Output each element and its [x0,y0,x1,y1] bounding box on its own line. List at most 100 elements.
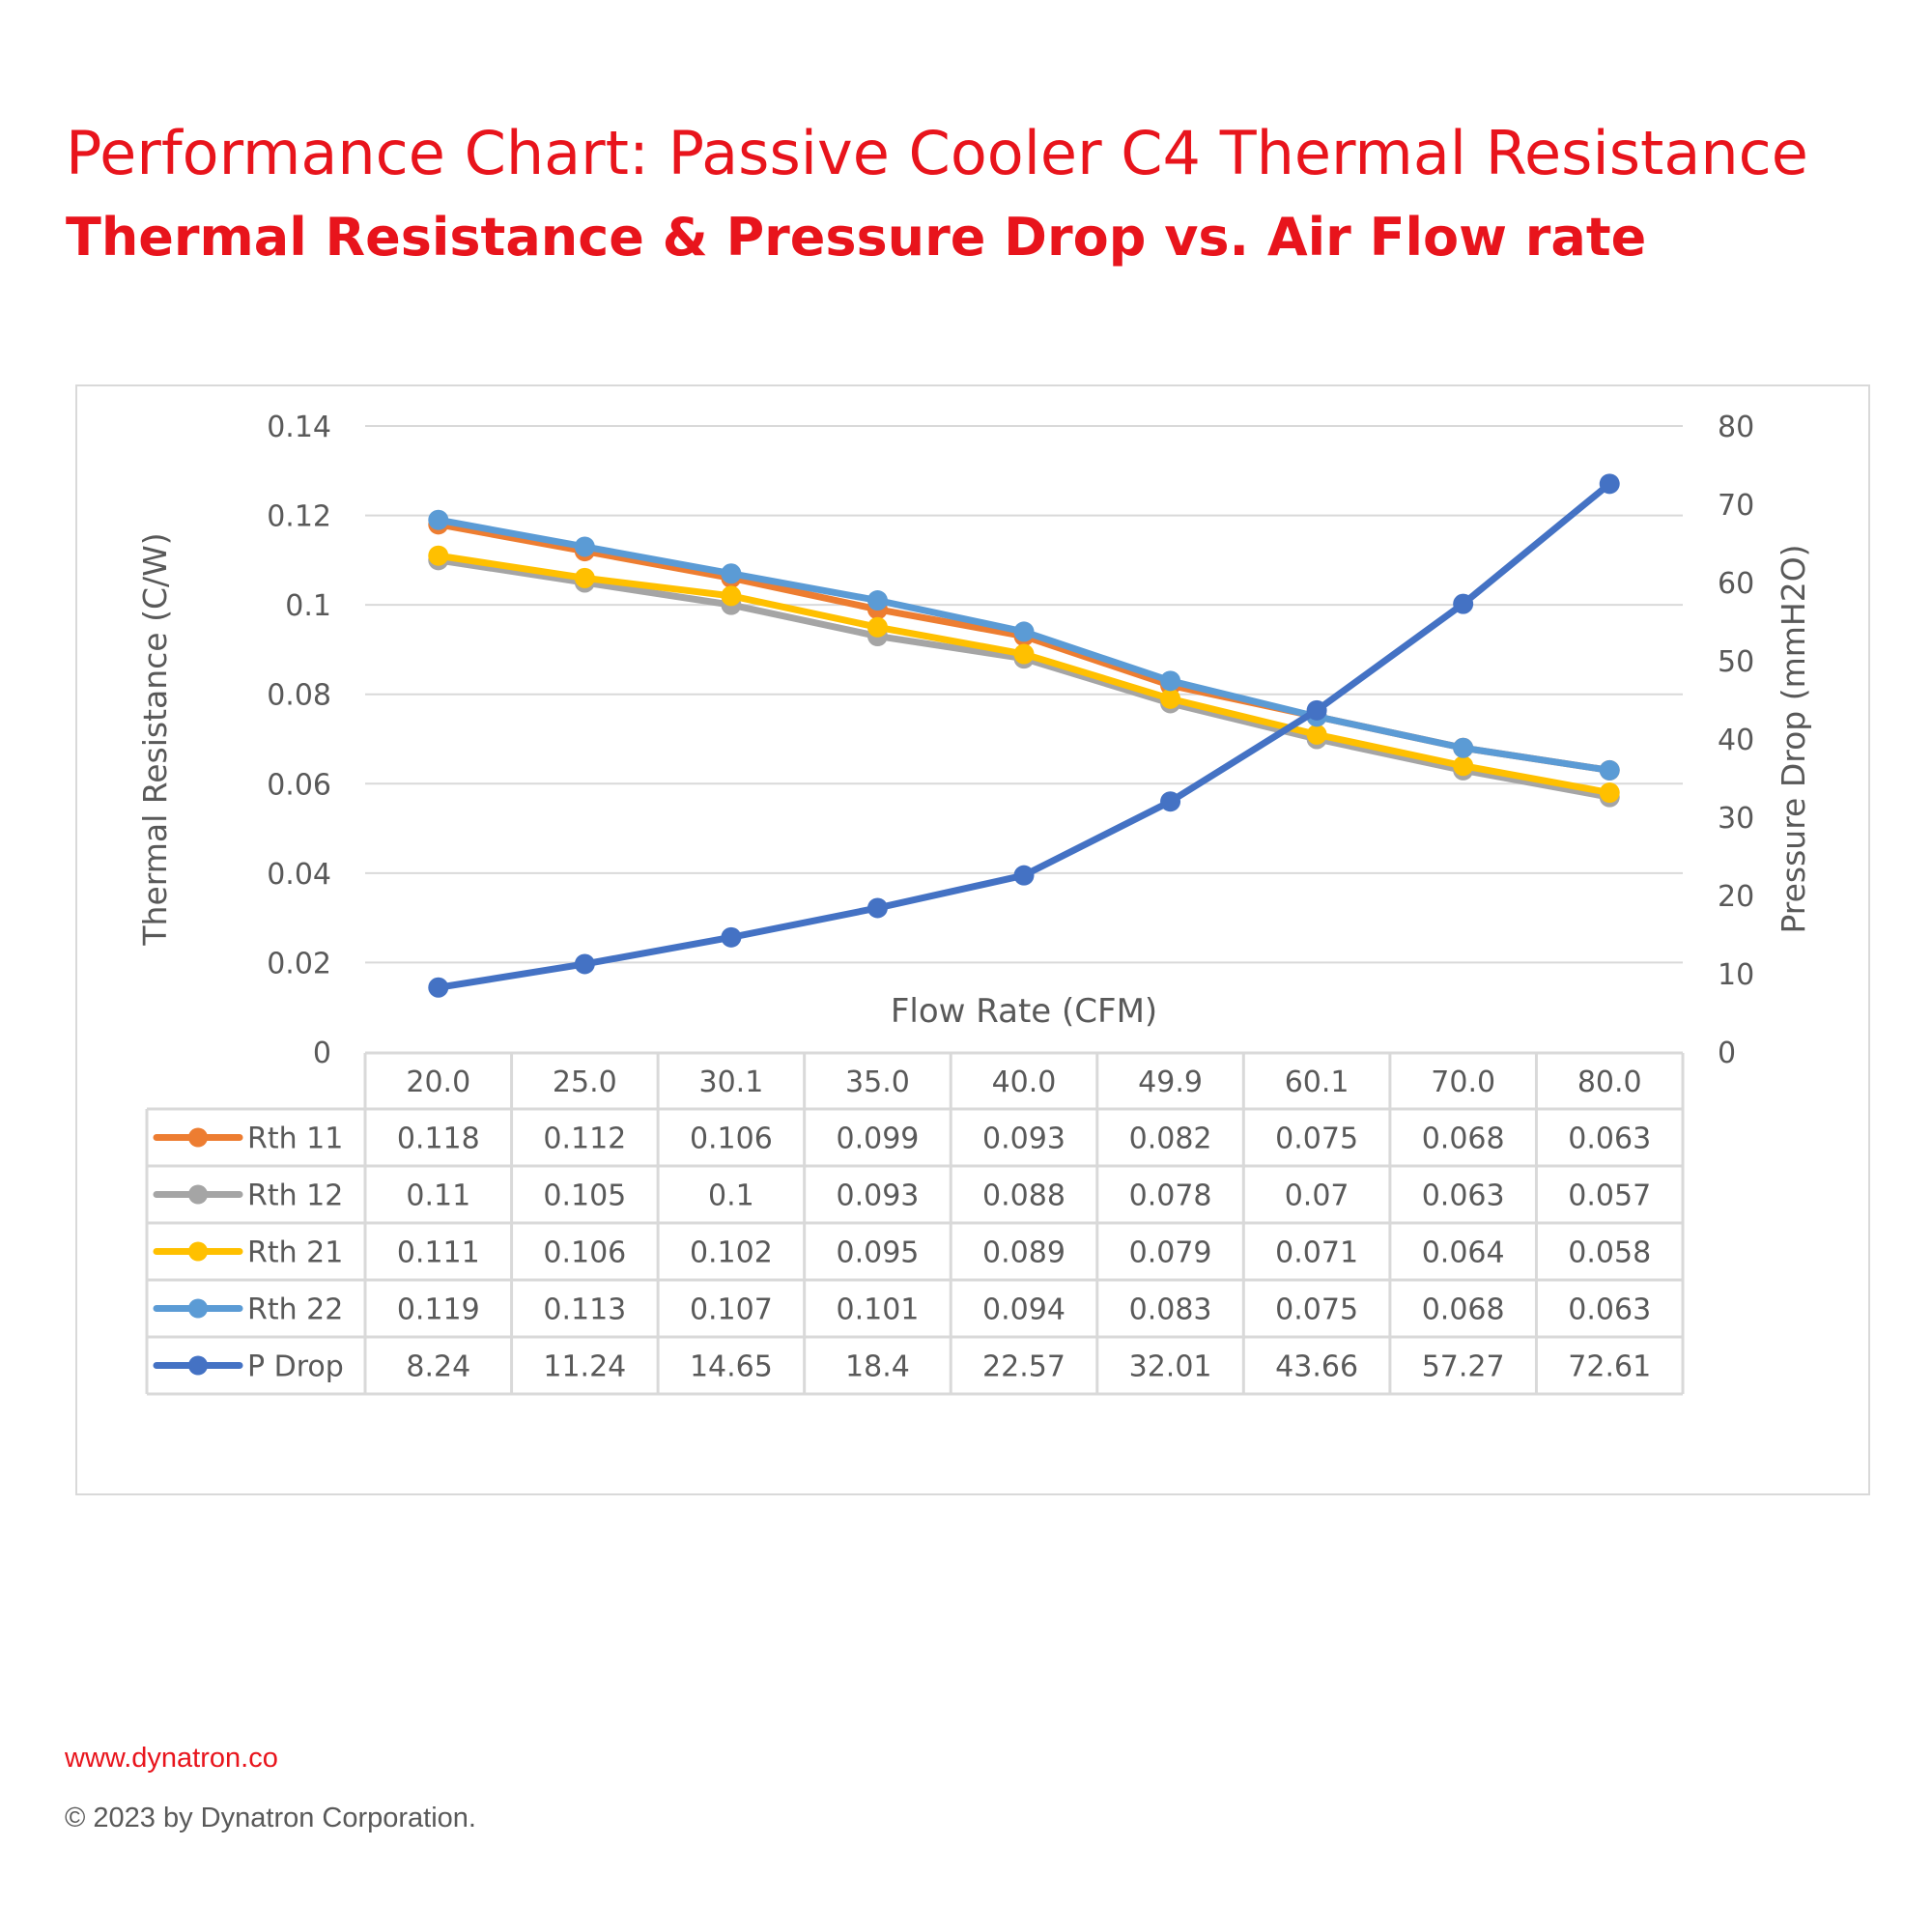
data-value-cell: 0.11 [406,1179,470,1213]
data-point [867,616,888,638]
x-category-label: 35.0 [845,1065,910,1099]
y-tick-label: 0.12 [267,500,331,534]
x-category-label: 40.0 [992,1065,1057,1099]
data-point [721,563,742,584]
data-point [1013,621,1035,642]
y-tick-label: 0.08 [267,679,331,713]
y-tick-label: 0.1 [285,589,331,623]
legend-marker [188,1184,208,1205]
data-point [1453,755,1474,777]
y2-tick-label: 10 [1718,958,1754,992]
data-value-cell: 0.082 [1129,1122,1212,1156]
page-title: Performance Chart: Passive Cooler C4 The… [66,118,1808,188]
data-value-cell: 0.102 [690,1236,773,1270]
y2-tick-label: 80 [1718,411,1754,444]
series-line [435,552,1613,797]
data-value-cell: 32.01 [1129,1350,1212,1384]
data-value-cell: 0.099 [836,1122,919,1156]
data-value-cell: 0.068 [1422,1293,1505,1327]
data-point [1453,737,1474,758]
website-link[interactable]: www.dynatron.co [65,1743,278,1774]
legend-marker [188,1355,208,1376]
data-value-cell: 0.089 [982,1236,1065,1270]
data-point [721,585,742,607]
data-value-cell: 0.078 [1129,1179,1212,1213]
y-tick-label: 0.14 [267,411,331,444]
data-value-cell: 0.071 [1275,1236,1358,1270]
y-tick-label: 0 [313,1037,331,1070]
data-point [1306,699,1327,721]
chart-area [75,384,1870,1495]
data-value-cell: 0.094 [982,1293,1065,1327]
y2-tick-label: 20 [1718,880,1754,914]
data-value-cell: 0.079 [1129,1236,1212,1270]
data-value-cell: 0.118 [397,1122,480,1156]
data-value-cell: 0.063 [1568,1122,1651,1156]
legend-label: P Drop [247,1350,344,1384]
data-value-cell: 0.088 [982,1179,1065,1213]
page-subtitle: Thermal Resistance & Pressure Drop vs. A… [66,207,1647,268]
copyright-text: © 2023 by Dynatron Corporation. [65,1803,476,1833]
y-tick-label: 0.04 [267,858,331,892]
data-value-cell: 0.063 [1422,1179,1505,1213]
x-category-label: 70.0 [1431,1065,1495,1099]
data-value-cell: 18.4 [845,1350,910,1384]
data-value-cell: 0.119 [397,1293,480,1327]
data-point [1160,670,1181,692]
data-value-cell: 14.65 [690,1350,773,1384]
legend-label: Rth 12 [247,1179,343,1213]
data-point [1160,791,1181,812]
data-point [721,926,742,948]
data-value-cell: 0.057 [1568,1179,1651,1213]
x-category-label: 49.9 [1138,1065,1203,1099]
series-rth-12 [428,550,1620,808]
data-point [1599,473,1620,495]
legend-marker [188,1241,208,1262]
x-category-label: 80.0 [1577,1065,1642,1099]
data-value-cell: 22.57 [982,1350,1065,1384]
data-point [867,590,888,611]
series-rth-21 [428,545,1620,804]
data-point [1160,688,1181,709]
data-value-cell: 0.095 [836,1236,919,1270]
data-point [1453,593,1474,614]
data-value-cell: 8.24 [406,1350,470,1384]
data-value-cell: 0.1 [708,1179,754,1213]
data-value-cell: 0.107 [690,1293,773,1327]
data-value-cell: 0.093 [982,1122,1065,1156]
y2-tick-label: 50 [1718,645,1754,679]
data-value-cell: 0.075 [1275,1293,1358,1327]
data-value-cell: 11.24 [543,1350,626,1384]
y2-tick-label: 40 [1718,724,1754,757]
data-value-cell: 0.093 [836,1179,919,1213]
y-tick-label: 0.02 [267,947,331,980]
data-point [1013,643,1035,665]
x-category-label: 30.1 [698,1065,763,1099]
y2-tick-label: 0 [1718,1037,1736,1070]
data-value-cell: 0.083 [1129,1293,1212,1327]
data-point [428,545,449,566]
data-value-cell: 0.106 [690,1122,773,1156]
data-value-cell: 57.27 [1422,1350,1505,1384]
data-value-cell: 72.61 [1568,1350,1651,1384]
data-point [1599,759,1620,781]
data-value-cell: 0.112 [543,1122,626,1156]
data-value-cell: 0.07 [1285,1179,1350,1213]
series-p-drop [428,473,1620,998]
data-point [574,536,595,557]
data-point [1013,865,1035,886]
data-value-cell: 0.075 [1275,1122,1358,1156]
data-point [867,897,888,919]
x-category-label: 60.1 [1285,1065,1350,1099]
data-value-cell: 43.66 [1275,1350,1358,1384]
data-table: 20.0 25.0 30.1 35.0 40.0 49.9 60.1 70.0 80.0 Rth … [145,1051,1685,1396]
gridlines [365,425,1683,964]
y2-tick-label: 30 [1718,802,1754,836]
y2-tick-label: 60 [1718,567,1754,601]
data-value-cell: 0.106 [543,1236,626,1270]
x-category-label: 20.0 [406,1065,470,1099]
data-point [428,509,449,530]
series-rth-22 [428,509,1620,781]
data-value-cell: 0.063 [1568,1293,1651,1327]
legend-label: Rth 11 [247,1122,343,1156]
